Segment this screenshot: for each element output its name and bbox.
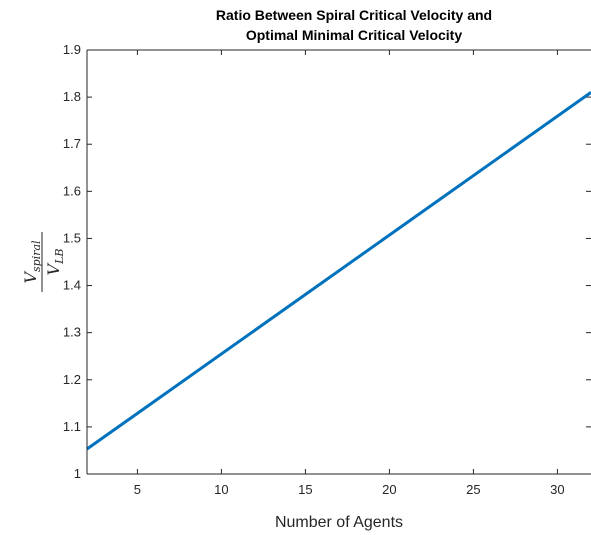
y-tick-labels: 1 1.1 1.2 1.3 1.4 1.5 1.6 1.7 1.8 1.9 [63,42,81,481]
y-tick-label: 1.3 [63,325,81,340]
x-tick-label: 15 [298,482,312,497]
x-tick-label: 5 [134,482,141,497]
y-tick-label: 1.9 [63,42,81,57]
series-group [86,91,591,451]
y-label-numerator-sub: spiral [30,240,43,272]
y-tick-label: 1.5 [63,230,81,245]
y-tick-label: 1 [74,466,81,481]
y-label-numerator: Vspiral [21,240,43,284]
chart-title-line-2: Optimal Minimal Critical Velocity [246,27,462,43]
y-tick-label: 1.6 [63,183,81,198]
x-tick-label: 25 [466,482,480,497]
y-tick-label: 1.8 [63,89,81,104]
y-label-denominator: VLB [44,249,66,276]
plot-area [87,50,591,474]
y-label-denominator-sub: LB [53,249,66,265]
x-tick-label: 10 [214,482,228,497]
y-tick-label: 1.1 [63,419,81,434]
y-label-numerator-base: V [21,271,40,284]
x-tick-label: 30 [550,482,564,497]
x-tick-labels: 5 10 15 20 25 30 [134,482,565,497]
y-tick-label: 1.4 [63,278,81,293]
x-tick-label: 20 [382,482,396,497]
chart-title-line-1: Ratio Between Spiral Critical Velocity a… [216,7,492,23]
y-label-denominator-base: V [44,262,63,275]
y-tick-label: 1.2 [63,372,81,387]
series-line [86,91,591,451]
y-axis-label: Vspiral VLB [21,232,66,292]
y-tick-label: 1.7 [63,136,81,151]
x-axis-label: Number of Agents [275,514,403,531]
